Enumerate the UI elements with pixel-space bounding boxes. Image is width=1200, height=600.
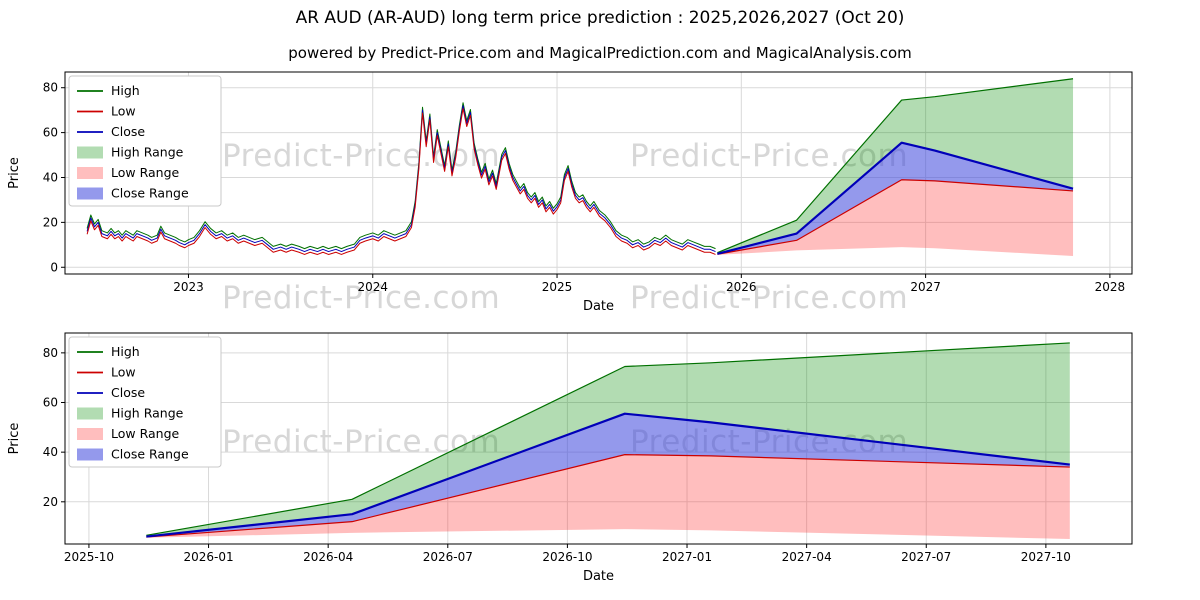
legend-label: Low Range: [111, 426, 180, 441]
legend-close-range-swatch: [77, 448, 103, 461]
forecast-high-line: [146, 342, 1070, 536]
x-tick-label: 2023: [173, 280, 204, 294]
y-tick-label: 40: [43, 445, 58, 459]
x-tick-label: 2026-01: [183, 550, 233, 564]
plot-frame: [64, 332, 1133, 545]
legend-label: Close Range: [111, 447, 189, 462]
x-tick-label: 2025: [542, 280, 573, 294]
x-axis-title: Date: [583, 299, 614, 314]
x-tick-label: 2026-04: [303, 550, 353, 564]
high-range-area: [146, 342, 1070, 537]
x-tick-label: 2024: [357, 280, 388, 294]
legend-label: Close: [111, 385, 145, 400]
x-tick-label: 2027-07: [901, 550, 951, 564]
x-tick-label: 2025-10: [64, 550, 114, 564]
legend-low-range-swatch: [77, 428, 103, 440]
y-axis-title: Price: [7, 157, 22, 189]
x-tick-label: 2027-04: [782, 550, 832, 564]
forecast-high-line: [717, 78, 1074, 254]
full-history-price-chart: 2023 2024 2025 2026 2027 2028 0 20 40 60 80 Date Pri…: [7, 71, 1133, 314]
legend-label: Low: [111, 365, 136, 380]
watermark-text: Predict-Price.com: [222, 424, 501, 460]
y-tick-label: 40: [43, 170, 58, 184]
y-tick-label: 60: [43, 126, 58, 140]
x-tick-label: 2028: [1095, 280, 1126, 294]
low-range-area: [146, 454, 1070, 540]
legend-label: High Range: [111, 406, 184, 421]
high-range-area: [717, 78, 1074, 254]
legend-low-range-swatch: [77, 167, 103, 179]
y-tick-label: 80: [43, 346, 58, 360]
page-title: AR AUD (AR-AUD) long term price predicti…: [295, 8, 905, 28]
watermark-text: Predict-Price.com: [630, 138, 909, 174]
forecast-detail-price-chart: 2025-10 2026-01 2026-04 2026-07 2026-10 2027-…: [7, 332, 1133, 584]
watermark-text: Predict-Price.com: [630, 280, 909, 316]
history-low-line: [86, 108, 716, 255]
y-tick-label: 80: [43, 81, 58, 95]
legend-label: Low Range: [111, 165, 180, 180]
x-tick-label: 2027: [910, 280, 941, 294]
x-tick-label: 2026-10: [542, 550, 592, 564]
legend-label: High Range: [111, 145, 184, 160]
legend-box: [68, 336, 222, 468]
legend-label: Close Range: [111, 186, 189, 201]
legend-high-range-swatch: [77, 407, 103, 420]
legend-high-range-swatch: [77, 146, 103, 159]
y-tick-label: 60: [43, 396, 58, 410]
legend-label: Low: [111, 104, 136, 119]
page-subtitle: powered by Predict-Price.com and Magical…: [288, 44, 912, 62]
forecast-close-line: [717, 141, 1074, 255]
legend-label: High: [111, 344, 140, 359]
x-tick-label: 2027-10: [1021, 550, 1071, 564]
forecast-low-line: [146, 454, 1070, 538]
legend-label: High: [111, 83, 140, 98]
legend-box: [68, 75, 222, 207]
forecast-close-line: [146, 412, 1070, 538]
forecast-low-line: [717, 179, 1074, 255]
x-tick-label: 2027-01: [662, 550, 712, 564]
x-axis-title: Date: [583, 569, 614, 584]
y-tick-label: 0: [50, 260, 58, 274]
x-tick-label: 2026: [726, 280, 757, 294]
plot-frame: [64, 71, 1133, 275]
y-tick-label: 20: [43, 215, 58, 229]
y-axis-title: Price: [7, 423, 22, 455]
low-range-area: [717, 179, 1074, 257]
legend-close-range-swatch: [77, 187, 103, 200]
watermark-text: Predict-Price.com: [222, 280, 501, 316]
legend-label: Close: [111, 124, 145, 139]
close-range-area: [146, 413, 1070, 538]
y-tick-label: 20: [43, 495, 58, 509]
x-tick-label: 2026-07: [423, 550, 473, 564]
